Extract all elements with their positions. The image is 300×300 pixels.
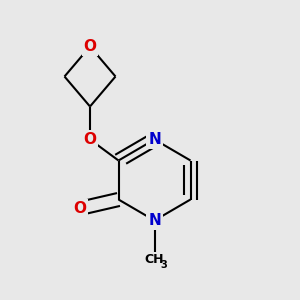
Text: CH: CH [145,253,164,266]
Text: N: N [148,132,161,147]
Text: O: O [83,39,97,54]
Text: O: O [83,132,97,147]
Text: O: O [73,201,86,216]
Text: N: N [148,213,161,228]
Text: 3: 3 [161,260,167,270]
